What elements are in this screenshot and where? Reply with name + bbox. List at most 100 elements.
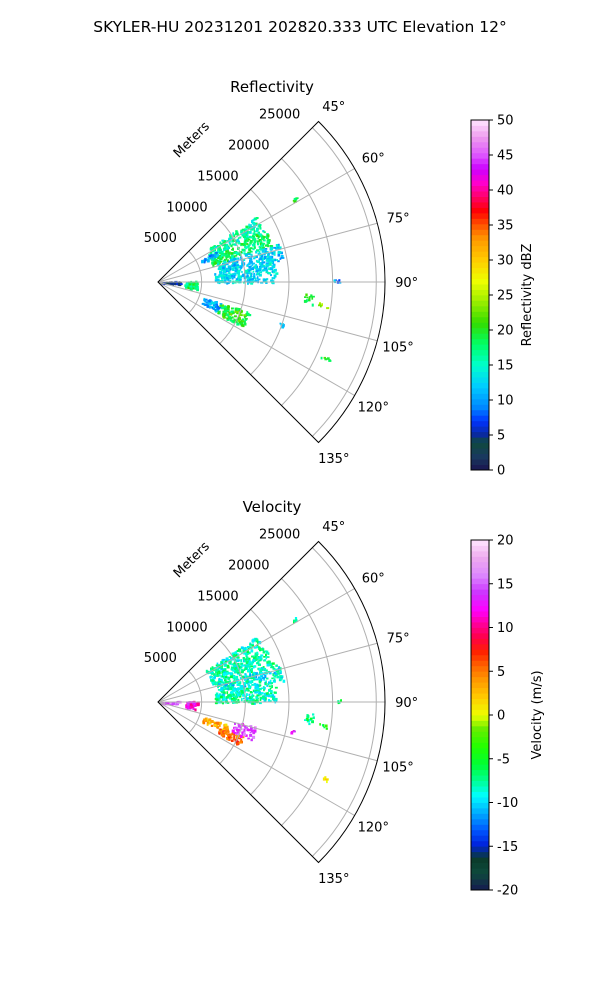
- echo-gate: [326, 357, 330, 360]
- azimuth-gridline: [157, 642, 378, 703]
- echo-gate: [214, 262, 218, 264]
- echo-gate: [224, 248, 227, 251]
- echo-gate: [257, 663, 261, 666]
- echo-gate: [251, 737, 255, 739]
- echo-gate: [281, 326, 284, 329]
- echo-gate: [233, 272, 237, 276]
- echo-gate: [260, 672, 263, 675]
- echo-gate: [259, 696, 263, 699]
- echo-gate: [268, 694, 271, 698]
- colorbar-tick-label: 5: [497, 665, 505, 680]
- echo-gate: [217, 664, 221, 667]
- echo-gate: [211, 672, 215, 675]
- colorbar-segment: [471, 420, 489, 427]
- echo-gate: [272, 250, 276, 254]
- echo-gate: [237, 729, 240, 732]
- colorbar-segment: [471, 431, 489, 438]
- echo-gate: [227, 266, 231, 269]
- echo-gate: [230, 275, 234, 277]
- echo-gate: [248, 249, 252, 252]
- colorbar-segment: [471, 802, 489, 809]
- echo-gate: [213, 247, 217, 250]
- echo-gate: [229, 675, 233, 679]
- echo-gate: [247, 652, 249, 655]
- echo-gate: [235, 263, 239, 266]
- colorbar-segment: [471, 583, 489, 590]
- echo-gate: [295, 197, 299, 199]
- echo-gate: [268, 671, 272, 675]
- echo-gate: [217, 668, 220, 671]
- colorbar-tick-label: 30: [497, 254, 514, 269]
- echo-gate: [223, 310, 227, 313]
- echo-gate: [254, 255, 257, 259]
- echo-gate: [237, 240, 240, 243]
- echo-gate: [254, 265, 258, 267]
- colorbar-segment: [471, 316, 489, 323]
- echo-gate: [252, 694, 255, 697]
- echo-gate: [253, 223, 257, 226]
- echo-gate: [241, 670, 244, 674]
- echo-gate: [268, 267, 271, 271]
- echo-gate: [240, 311, 243, 314]
- echo-gate: [221, 732, 224, 736]
- echo-gate: [252, 676, 256, 679]
- colorbar-segment: [471, 223, 489, 230]
- echo-gate: [226, 737, 229, 741]
- echo-gate: [277, 250, 281, 254]
- echo-gate: [279, 322, 282, 325]
- echo-gate: [233, 735, 235, 739]
- echo-gate: [234, 691, 238, 694]
- echo-gate: [231, 729, 235, 733]
- echo-gate: [258, 224, 262, 228]
- echo-gate: [218, 721, 222, 725]
- echo-gate: [216, 662, 219, 665]
- echo-gate: [319, 723, 321, 726]
- echo-gate: [260, 692, 264, 695]
- echo-gate: [206, 719, 209, 722]
- echo-gate: [209, 675, 212, 679]
- echo-gate: [243, 683, 247, 687]
- echo-gate: [271, 258, 275, 262]
- colorbar-segment: [471, 387, 489, 394]
- echo-gate: [254, 233, 258, 236]
- echo-gate: [263, 659, 266, 662]
- echo-gate: [238, 319, 241, 322]
- echo-gate: [262, 686, 265, 689]
- range-tick-label: 10000: [166, 620, 207, 635]
- colorbar-segment: [471, 196, 489, 203]
- echo-gate: [257, 660, 260, 664]
- echo-gate: [226, 317, 230, 321]
- echo-gate: [279, 669, 282, 672]
- echo-gate: [165, 281, 168, 284]
- echo-gate: [225, 696, 229, 699]
- echo-gate: [240, 324, 243, 327]
- colorbar-segment: [471, 709, 489, 716]
- echo-gate: [233, 263, 236, 267]
- echo-gate: [222, 685, 226, 689]
- echo-gate: [225, 250, 229, 253]
- azimuth-tick-label: 75°: [387, 212, 410, 227]
- echo-gate: [254, 685, 258, 688]
- echo-gate: [241, 664, 245, 667]
- echo-gate: [239, 236, 242, 239]
- reflectivity-plot-title: Reflectivity: [230, 78, 314, 96]
- echo-gate: [239, 677, 243, 680]
- echo-gate: [187, 703, 190, 706]
- echo-gate: [189, 703, 193, 706]
- azimuth-tick-label: 90°: [395, 276, 418, 291]
- echo-gate: [236, 659, 240, 663]
- echo-gate: [250, 227, 254, 231]
- echo-gate: [228, 272, 231, 275]
- echo-gate: [250, 250, 253, 253]
- echo-gate: [233, 664, 237, 666]
- echo-gate: [275, 247, 278, 250]
- colorbar-segment: [471, 256, 489, 263]
- echo-gate: [210, 724, 213, 727]
- echo-gate: [230, 686, 234, 688]
- echo-gate: [231, 732, 234, 735]
- echo-gate: [250, 695, 254, 699]
- echo-gate: [255, 277, 257, 280]
- echo-gate: [253, 672, 256, 676]
- echo-gate: [269, 261, 273, 264]
- echo-gate: [192, 283, 195, 286]
